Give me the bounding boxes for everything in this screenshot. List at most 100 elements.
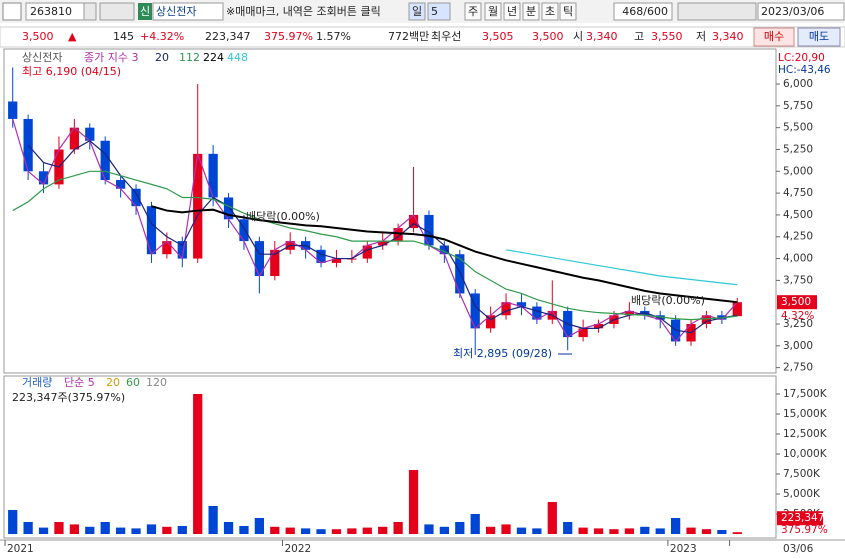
volume-bar — [486, 526, 496, 534]
ma-line — [505, 249, 738, 286]
volume-bar — [146, 524, 157, 534]
buy: 매수 — [764, 30, 784, 43]
date: 2023/03/06 — [761, 5, 824, 18]
code-dropdown[interactable] — [83, 2, 97, 21]
x-tick-label: 2023 — [670, 543, 697, 555]
menu-icon[interactable] — [2, 2, 22, 21]
sell-button[interactable] — [797, 27, 841, 47]
candle-body — [593, 324, 604, 329]
candle-body — [131, 188, 141, 207]
volume-marker — [777, 511, 823, 526]
candle-body — [162, 241, 172, 255]
volume: 223,347 — [205, 30, 251, 43]
high: 3,550 — [651, 30, 683, 43]
period: 초 — [545, 5, 555, 18]
volume-bar — [686, 527, 696, 534]
volume-bar — [347, 528, 357, 534]
period-button[interactable] — [408, 2, 426, 21]
y-tick-label: 5,000K — [783, 488, 821, 500]
tool-icons[interactable] — [677, 2, 757, 21]
amount: 772백만 — [388, 30, 429, 43]
volume-panel — [3, 375, 777, 539]
stock-code: 263810 — [30, 5, 72, 18]
volume-bar — [547, 502, 557, 534]
y-tick-label: 3,250 — [783, 318, 813, 330]
y-tick-label: 4,750 — [783, 187, 813, 199]
volume-marker-label: 223,347 — [781, 512, 824, 524]
info-bar — [0, 26, 845, 48]
volume-bar — [85, 526, 95, 534]
period-button[interactable] — [427, 2, 451, 21]
y-tick-label: 4,000 — [783, 253, 813, 265]
legend-entry: 20 — [106, 376, 120, 389]
candle-body — [85, 127, 95, 141]
volume-bar — [116, 527, 126, 534]
candle-body — [208, 153, 218, 198]
candle-body — [578, 328, 588, 338]
annotation: 배당락(0.00%) — [246, 210, 320, 223]
annotation: HC:-43,46 — [778, 64, 831, 76]
candle-body — [193, 153, 203, 259]
volume-bar — [516, 527, 527, 534]
date-box[interactable] — [757, 2, 845, 21]
volume-bar — [470, 514, 480, 534]
name-box — [152, 2, 224, 21]
period-button[interactable] — [522, 2, 540, 21]
search-buttons[interactable] — [99, 2, 135, 21]
y-tick-label: 5,500 — [783, 122, 813, 134]
volume-bar — [285, 527, 295, 534]
badge-box — [138, 3, 152, 20]
price: 3,500 — [22, 30, 54, 43]
volume-bar — [177, 526, 187, 534]
sell: 매도 — [809, 30, 829, 43]
period: 분 — [526, 5, 536, 18]
legend-entry: 224 — [203, 51, 224, 64]
annotation: 배당락(0.00%) — [631, 294, 705, 307]
price-marker — [777, 295, 817, 310]
legend-entry: 종가 지수 3 — [84, 51, 138, 64]
turnover: 1.57% — [316, 30, 351, 43]
volume-bar — [23, 522, 33, 534]
candle-body — [331, 258, 342, 263]
price-panel — [3, 48, 777, 374]
candle-body — [270, 249, 280, 277]
low: 3,340 — [712, 30, 744, 43]
candle-body — [177, 241, 187, 259]
y-tick-label: 17,500K — [783, 388, 828, 400]
period-button[interactable] — [484, 2, 502, 21]
candle-body — [516, 302, 527, 307]
open-label: 시 — [573, 30, 583, 43]
period-button[interactable] — [503, 2, 521, 21]
bid: 3,500 — [532, 30, 564, 43]
y-tick-label: 2,750 — [783, 362, 813, 374]
volume-bar — [301, 528, 311, 534]
candle-body — [254, 241, 264, 277]
volume-bar — [424, 524, 434, 534]
volume-bar — [54, 522, 64, 534]
period-button[interactable] — [559, 2, 577, 21]
legend-entry: 120 — [146, 376, 167, 389]
period-button[interactable] — [541, 2, 559, 21]
candle-body — [100, 140, 110, 181]
y-tick-label: 7,500K — [783, 468, 821, 480]
count: 468/600 — [622, 5, 668, 18]
period: 일 — [412, 4, 422, 18]
arrow: ▲ — [68, 30, 77, 43]
high-label: 고 — [634, 30, 644, 43]
buy-button[interactable] — [753, 27, 795, 47]
volume-bar — [532, 528, 542, 534]
volume-bar — [362, 527, 372, 534]
volume-bar — [732, 532, 742, 534]
ma-line — [12, 118, 738, 343]
ma-line — [12, 170, 738, 321]
count-box[interactable] — [613, 2, 673, 21]
legend-entry: 20 — [155, 51, 169, 64]
volume-bar — [501, 524, 511, 534]
volume-bar — [38, 527, 49, 534]
y-tick-label: 4,500 — [783, 209, 813, 221]
period-button[interactable] — [464, 2, 482, 21]
y-tick-label: 6,000 — [783, 78, 813, 90]
y-tick-label: 12,500K — [783, 428, 828, 440]
y-tick-label: 3,000 — [783, 340, 813, 352]
